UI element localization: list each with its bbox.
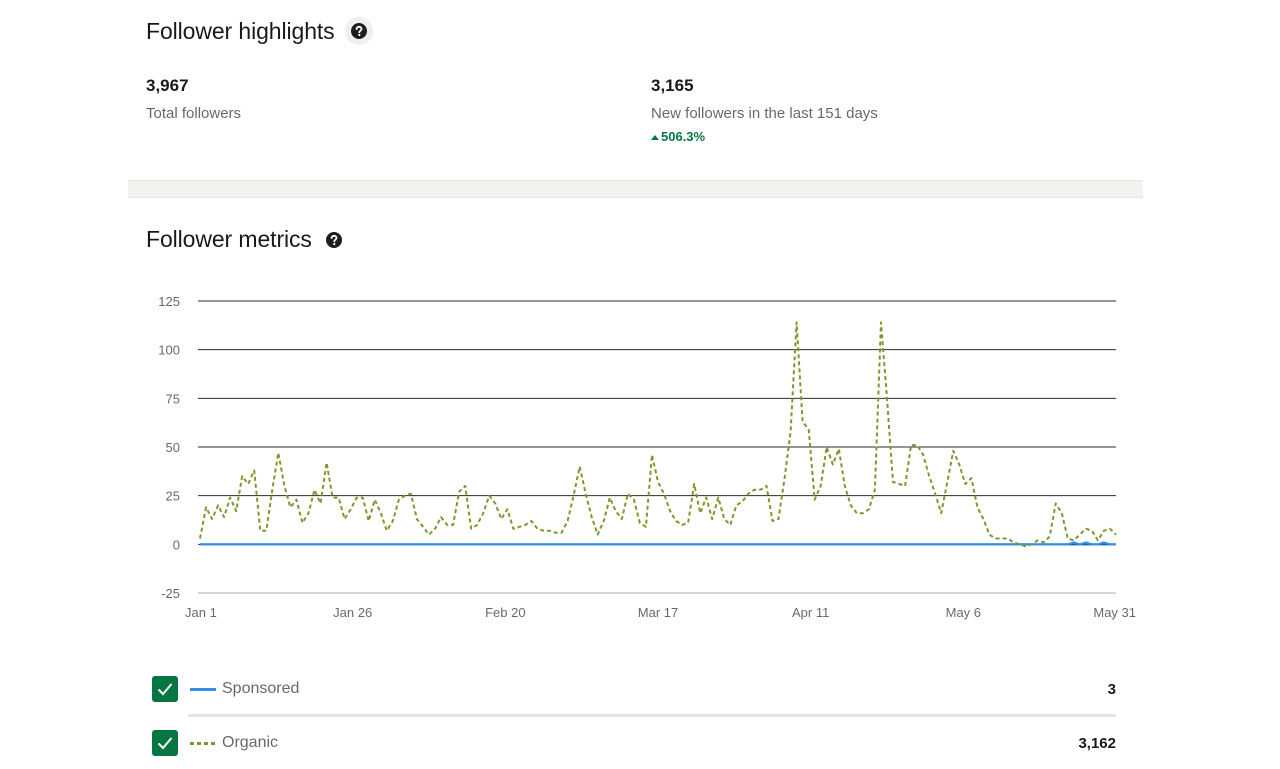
legend-label: Organic: [222, 734, 279, 751]
x-tick-label: Jan 26: [333, 605, 372, 620]
highlights-title: Follower highlights: [146, 17, 335, 44]
follower-highlights-card: Follower highlights 3,967 Total follower…: [128, 0, 1143, 180]
growth-change: 506.3%: [651, 129, 878, 144]
total-followers-label: Total followers: [146, 105, 242, 122]
y-tick-label: -25: [161, 586, 180, 601]
x-tick-label: May 31: [1093, 605, 1136, 620]
organic-series-line: [199, 321, 1117, 548]
total-followers-value: 3,967: [146, 76, 189, 95]
checkmark-icon: [157, 737, 173, 750]
highlights-heading: Follower highlights: [146, 17, 373, 45]
follower-metrics-card: Follower metrics -25 0 25 50 75 100 125 Jan 1 Ja…: [128, 198, 1143, 769]
caret-up-icon: [651, 134, 659, 140]
new-followers-stat: 3,165 New followers in the last 151 days…: [651, 76, 878, 144]
organic-line-swatch: [190, 741, 216, 745]
section-divider: [128, 180, 1143, 198]
x-tick-label: Jan 1: [185, 605, 217, 620]
y-tick-label: 100: [158, 343, 180, 358]
legend-label: Sponsored: [222, 680, 300, 697]
legend-total: 3: [1107, 680, 1116, 698]
x-tick-label: May 6: [946, 605, 981, 620]
sponsored-checkbox[interactable]: [152, 676, 178, 702]
total-followers-stat: 3,967 Total followers: [146, 76, 241, 122]
growth-change-value: 506.3%: [661, 129, 706, 144]
checkmark-icon: [157, 683, 173, 696]
x-tick-label: Mar 17: [638, 605, 678, 620]
question-circle-icon: [350, 23, 367, 39]
help-icon[interactable]: [324, 230, 344, 250]
legend-total: 3,162: [1078, 734, 1116, 752]
y-tick-label: 125: [158, 294, 180, 309]
question-circle-icon: [325, 231, 342, 248]
y-tick-label: 75: [166, 391, 180, 406]
y-tick-label: 0: [173, 537, 180, 552]
metrics-title: Follower metrics: [146, 226, 312, 252]
organic-checkbox[interactable]: [152, 730, 178, 756]
new-followers-label: New followers in the last 151 days: [651, 105, 878, 122]
follower-metrics-chart[interactable]: -25 0 25 50 75 100 125 Jan 1 Jan 26 Feb 20 Mar 17 A…: [128, 198, 1143, 638]
legend-item-organic[interactable]: Organic 3,162: [152, 729, 1116, 757]
x-tick-label: Feb 20: [485, 605, 525, 620]
y-tick-label: 25: [166, 489, 180, 504]
sponsored-line-swatch: [190, 687, 216, 691]
y-tick-label: 50: [166, 440, 180, 455]
new-followers-value: 3,165: [651, 76, 694, 95]
x-tick-label: Apr 11: [792, 605, 829, 620]
metrics-heading: Follower metrics: [146, 226, 344, 253]
legend-divider: [188, 714, 1116, 717]
sponsored-series-line: [200, 541, 1116, 546]
legend-item-sponsored[interactable]: Sponsored 3: [152, 675, 1116, 703]
help-icon[interactable]: [344, 17, 373, 45]
